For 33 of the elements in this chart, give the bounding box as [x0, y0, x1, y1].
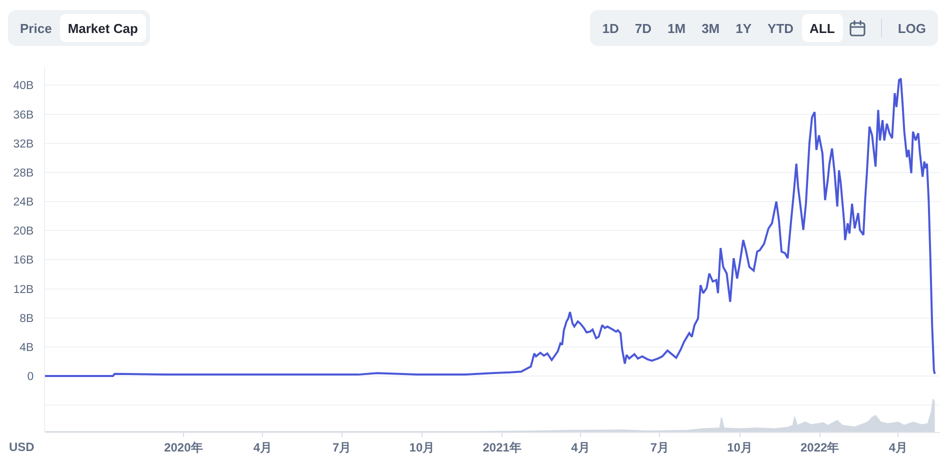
x-tick-label: 7月	[650, 440, 670, 454]
range-label: YTD	[768, 20, 794, 36]
range-label: LOG	[898, 20, 926, 36]
x-tick-label: 10月	[409, 440, 435, 454]
y-tick-label: 0	[27, 371, 34, 384]
range-label: 7D	[634, 20, 652, 36]
range-label: ALL	[810, 20, 835, 36]
y-tick-label: 40B	[13, 80, 34, 92]
x-tick-label: 7月	[332, 440, 352, 454]
y-tick-label: 4B	[20, 342, 34, 354]
y-tick-label: 36B	[13, 109, 34, 122]
y-tick-label: 32B	[13, 138, 34, 150]
x-tick-label: 4月	[253, 440, 272, 454]
range-label: 3M	[702, 20, 720, 36]
x-tick-label: 2021年	[482, 440, 522, 454]
tab-label: Price	[20, 20, 52, 36]
range-label: 1D	[602, 20, 619, 36]
y-tick-label: 16B	[13, 254, 34, 267]
y-axis-title: USD	[9, 440, 35, 454]
y-tick-label: 20B	[13, 226, 34, 238]
x-tick-label: 10月	[727, 440, 752, 454]
line-series	[45, 78, 936, 378]
tab-label: Market Cap	[68, 20, 138, 36]
y-tick-label: 12B	[13, 284, 34, 296]
x-tick-label: 4月	[888, 440, 908, 454]
x-tick-label: 2020年	[164, 440, 203, 454]
range-label: 1M	[668, 20, 686, 36]
y-tick-label: 8B	[20, 312, 34, 325]
y-tick-label: 28B	[13, 167, 34, 180]
y-tick-label: 24B	[13, 196, 34, 209]
x-tick-label: 4月	[571, 440, 590, 454]
x-tick-label: 2022年	[800, 440, 840, 454]
range-label: 1Y	[736, 20, 752, 36]
